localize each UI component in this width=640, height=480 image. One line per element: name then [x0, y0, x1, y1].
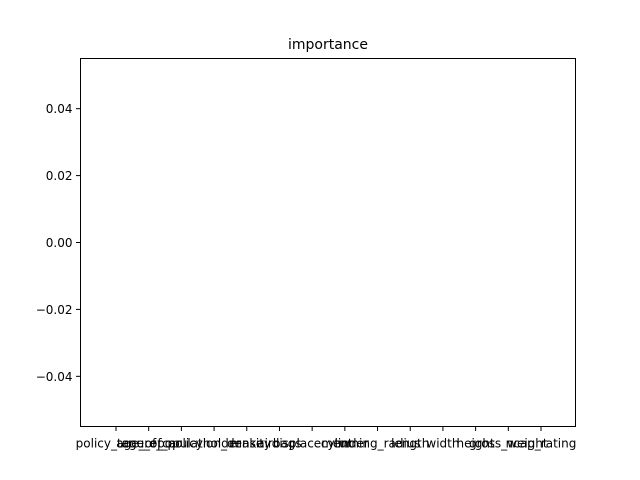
x-tick-label-length: length — [391, 437, 429, 451]
chart-title: importance — [288, 37, 368, 53]
x-tick-label-age-of-policyholder: age_of_policyholder — [122, 437, 242, 451]
y-tick-label: 0.02 — [46, 169, 73, 183]
x-tick-label-displacement: displacement — [272, 437, 353, 451]
x-tick-label-height: height — [456, 437, 495, 451]
y-axis: −0.04 −0.02 0.00 0.02 0.04 — [36, 102, 81, 384]
x-tick-label-age-of-car: age_of_car — [116, 437, 181, 451]
x-tick-label-turning-radius: turning_radius — [334, 437, 420, 451]
y-tick-label: 0.04 — [46, 102, 73, 116]
x-tick-label-airbags: airbags — [257, 437, 301, 451]
x-tick-label-width: width — [426, 437, 459, 451]
x-tick-label-gross-weight: gross_weight — [469, 437, 548, 451]
y-tick-label: −0.02 — [36, 303, 73, 317]
x-tick-label-population-density: population_density — [157, 437, 271, 451]
x-tick-label-policy-tenure: policy_tenure — [76, 437, 157, 451]
x-tick-label-ncap-rating: ncap_rating — [506, 437, 577, 451]
x-tick-label-cylinder: cylinder — [321, 437, 369, 451]
plot-area-frame — [80, 58, 576, 427]
x-axis: policy_tenureage_of_carage_of_policyhold… — [76, 426, 577, 451]
x-tick-label-make: make — [230, 437, 263, 451]
y-tick-label: −0.04 — [36, 370, 73, 384]
y-tick-label: 0.00 — [46, 236, 73, 250]
